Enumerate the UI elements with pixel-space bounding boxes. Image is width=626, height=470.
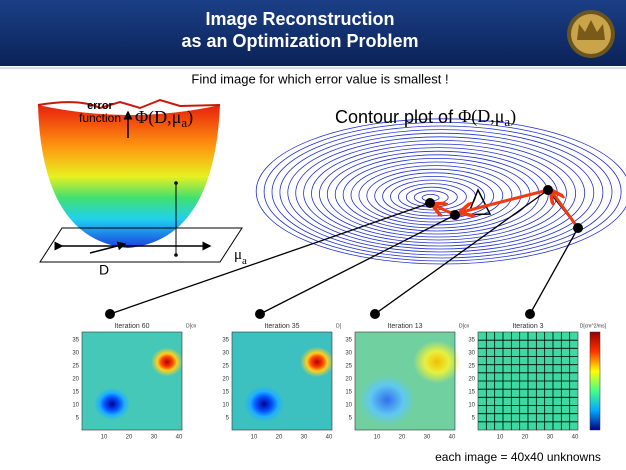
y-tick-label: 30 [72,351,79,357]
contour-title-text: Contour plot of [335,107,458,127]
heatmap-blob [244,386,284,422]
crest [567,10,615,58]
formula-close: ) [187,107,193,128]
panel-unit: D[cn [186,323,197,329]
x-tick-label: 30 [547,435,554,441]
y-tick-label: 25 [345,364,352,370]
panel-unit: D[cn [459,323,470,329]
x-tick-label: 10 [374,435,381,441]
point [174,253,178,257]
x-tick-label: 10 [497,435,504,441]
y-tick-label: 20 [468,377,475,383]
x-tick-label: 40 [449,435,456,441]
panel-title: Iteration 35 [264,323,299,330]
y-tick-label: 15 [222,390,229,396]
x-tick-label: 40 [176,435,183,441]
formula: Φ(D,μa) [135,107,193,130]
y-tick-label: 5 [472,416,476,422]
y-tick-label: 30 [222,351,229,357]
y-tick-label: 10 [468,403,475,409]
label-error: error [87,100,113,112]
point [174,181,178,185]
subtitle: Find image for which error value is smal… [191,71,448,86]
panel-title: Iteration 13 [387,323,422,330]
y-tick-label: 25 [468,364,475,370]
y-tick-label: 30 [345,351,352,357]
y-tick-label: 35 [345,338,352,344]
label-function: function [79,111,121,125]
contour-line [391,180,476,213]
panel: Iteration 3 D[cm^2/ms] 35 30 25 20 15 10 5 10 20 30… [468,323,606,441]
y-tick-label: 20 [345,377,352,383]
x-tick-label: 20 [522,435,529,441]
title: as an Optimization Problem [181,31,418,51]
y-tick-label: 5 [349,416,353,422]
y-tick-label: 35 [72,338,79,344]
y-tick-label: 15 [468,390,475,396]
y-tick-label: 5 [226,416,230,422]
heatmap-blob [300,347,334,378]
formula-close: ) [510,106,516,127]
y-tick-label: 25 [72,364,79,370]
mua-main: μ [234,247,242,263]
y-tick-label: 25 [222,364,229,370]
contour-line [319,148,557,240]
slide: Image Reconstruction as an Optimization … [0,0,626,470]
panel: Iteration 35 D[ 35 30 25 20 15 10 5 10 20 30 40 [222,323,341,441]
y-tick-label: 10 [72,403,79,409]
panel-unit: D[ [336,323,342,329]
y-tick-label: 10 [222,403,229,409]
x-tick-label: 30 [151,435,158,441]
x-tick-label: 40 [326,435,333,441]
y-tick-label: 10 [345,403,352,409]
panel-title: Iteration 60 [114,323,149,330]
panel: Iteration 13 D[cn 35 30 25 20 15 10 5 10 20 30 40 [345,323,469,441]
panel-unit: D[cm^2/ms] [580,323,607,329]
y-tick-label: 20 [72,377,79,383]
title: Image Reconstruction [205,9,394,29]
heatmap-blob [413,340,461,383]
x-tick-label: 30 [424,435,431,441]
x-tick-label: 20 [126,435,133,441]
label-mua: μa [234,247,247,266]
mua-sub: a [242,255,247,267]
descent-arrows [434,190,578,228]
heatmap-blob [151,348,183,377]
panel: Iteration 60 D[cn 35 30 25 20 15 10 5 10 20 30 40 [72,323,196,441]
formula-main: Φ(D,μ [135,107,181,128]
panel-title: Iteration 3 [512,323,543,330]
heatmap-blob [94,388,130,420]
x-tick-label: 20 [276,435,283,441]
y-tick-label: 15 [72,390,79,396]
y-tick-label: 20 [222,377,229,383]
y-tick-label: 35 [468,338,475,344]
heatmap-blob [359,375,415,425]
x-tick-label: 40 [572,435,579,441]
heatmap [82,332,182,430]
y-tick-label: 5 [76,416,80,422]
formula-main: Φ(D,μ [458,106,504,127]
label-d: D [99,262,109,278]
x-tick-label: 20 [399,435,406,441]
y-tick-label: 35 [222,338,229,344]
y-tick-label: 15 [345,390,352,396]
caption: each image = 40x40 unknowns [435,450,601,464]
x-tick-label: 10 [251,435,258,441]
colorbar [590,332,600,430]
x-tick-label: 30 [301,435,308,441]
contour-title: Contour plot of Φ(D,μa) [335,106,516,129]
y-tick-label: 30 [468,351,475,357]
x-tick-label: 10 [101,435,108,441]
